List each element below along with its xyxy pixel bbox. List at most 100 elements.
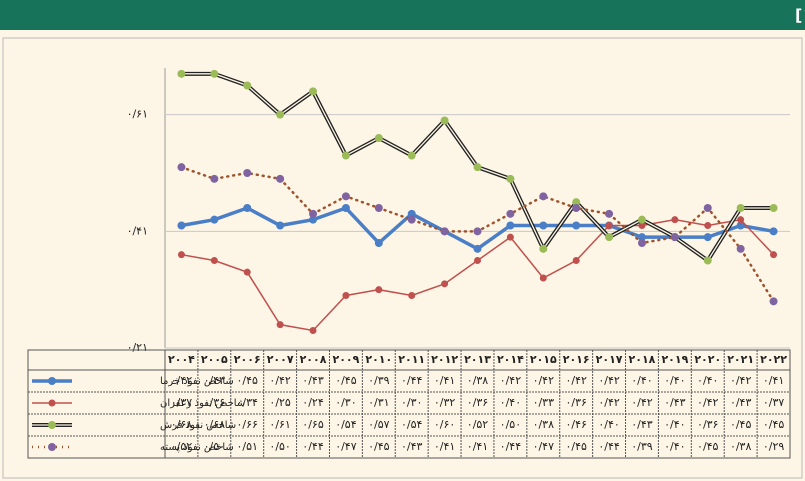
table-cell: ۰/۴۷ [533, 440, 555, 453]
table-cell: ۰/۴۳ [204, 374, 226, 387]
table-cell: ۰/۴۵ [368, 440, 390, 453]
legend-label: شاخص نفوذ فرش [160, 420, 236, 431]
marker [506, 209, 515, 218]
table-cell: ۰/۳۹ [631, 440, 653, 453]
y-tick-label: ۰/۴۱ [127, 224, 148, 237]
x-tick-label: ۲۰۰۶ [234, 353, 261, 366]
marker [440, 227, 449, 236]
marker [177, 251, 185, 259]
table-cell: ۰/۴۲ [269, 374, 291, 387]
table-cell: ۰/۳۶ [467, 396, 488, 409]
marker [243, 169, 252, 177]
marker [703, 256, 712, 265]
legend-marker [48, 421, 56, 429]
marker [243, 204, 252, 212]
table-cell: ۰/۴۳ [664, 396, 686, 409]
x-tick-label: ۲۰۲۲ [760, 353, 787, 366]
table-cell: ۰/۲۹ [763, 440, 785, 453]
marker [506, 174, 515, 183]
table-cell: ۰/۴۱ [434, 374, 455, 387]
y-tick-label: ۰/۶۱ [127, 108, 148, 121]
marker [177, 221, 186, 230]
x-tick-label: ۲۰۱۸ [629, 353, 656, 366]
table-cell: ۰/۴۰ [598, 418, 619, 431]
marker [572, 198, 581, 207]
marker [637, 239, 646, 247]
marker [407, 209, 416, 218]
table-cell: ۰/۳۴ [237, 396, 259, 409]
table-cell: ۰/۴۲ [598, 396, 620, 409]
marker [243, 268, 251, 276]
table-cell: ۰/۴۵ [335, 374, 357, 387]
marker [276, 174, 285, 183]
table-cell: ۰/۴۰ [631, 374, 652, 387]
table-cell: ۰/۳۰ [335, 396, 356, 409]
table-cell: ۰/۶۸ [204, 418, 226, 431]
table-cell: ۰/۳۷ [763, 396, 785, 409]
marker [703, 233, 712, 242]
table-cell: ۰/۴۶ [565, 418, 586, 431]
marker [704, 222, 712, 229]
marker [703, 204, 712, 212]
table-cell: ۰/۴۲ [631, 396, 653, 409]
marker [473, 244, 482, 253]
table-cell: ۰/۴۴ [598, 440, 620, 453]
marker [210, 215, 219, 224]
marker [539, 221, 548, 230]
table-cell: ۰/۲۵ [269, 396, 291, 409]
marker [473, 163, 482, 172]
table-cell: ۰/۶۵ [302, 418, 324, 431]
table-cell: ۰/۴۲ [171, 374, 193, 387]
table-cell: ۰/۴۳ [631, 418, 653, 431]
table-cell: ۰/۳۹ [368, 374, 390, 387]
x-tick-label: ۲۰۱۰ [365, 353, 392, 366]
table-cell: ۰/۴۵ [237, 374, 259, 387]
legend-label: شاخص نفوذ زعفران [160, 398, 245, 409]
x-tick-label: ۲۰۱۷ [596, 353, 623, 366]
marker [374, 204, 383, 212]
marker [341, 192, 350, 201]
x-tick-label: ۲۰۰۸ [300, 353, 327, 366]
table-cell: ۰/۴۲ [533, 374, 555, 387]
table-cell: ۰/۴۰ [500, 396, 521, 409]
table-cell: ۰/۵۴ [401, 418, 423, 431]
table-cell: ۰/۴۴ [302, 440, 324, 453]
marker [605, 222, 613, 229]
table-cell: ۰/۴۰ [664, 418, 685, 431]
legend-marker [48, 377, 56, 385]
table-cell: ۰/۴۵ [697, 440, 719, 453]
marker [638, 222, 646, 229]
marker [769, 227, 778, 236]
table-cell: ۰/۳۷ [171, 396, 193, 409]
table-cell: ۰/۳۸ [533, 418, 555, 431]
marker [737, 216, 745, 224]
marker [408, 292, 416, 299]
marker [736, 204, 745, 212]
marker [474, 257, 481, 264]
x-tick-label: ۲۰۲۰ [694, 353, 721, 366]
table-cell: ۰/۴۰ [697, 374, 718, 387]
table-cell: ۰/۴۴ [401, 374, 423, 387]
marker [309, 327, 317, 334]
marker [572, 221, 581, 230]
table-cell: ۰/۶۱ [269, 418, 290, 431]
x-tick-label: ۲۰۰۴ [168, 353, 195, 366]
table-cell: ۰/۴۵ [565, 440, 587, 453]
table-cell: ۰/۳۶ [565, 396, 586, 409]
table-cell: ۰/۴۱ [763, 374, 784, 387]
table-cell: ۰/۳۱ [368, 396, 389, 409]
marker [605, 233, 614, 242]
table-cell: ۰/۶۶ [237, 418, 258, 431]
marker [210, 257, 218, 264]
legend-marker [48, 443, 56, 451]
marker [342, 292, 350, 299]
marker [671, 216, 679, 224]
marker [341, 204, 350, 212]
marker [276, 321, 284, 329]
legend-marker [48, 399, 56, 407]
marker [769, 204, 778, 212]
marker [572, 204, 581, 212]
marker [637, 233, 646, 242]
marker [506, 233, 514, 241]
